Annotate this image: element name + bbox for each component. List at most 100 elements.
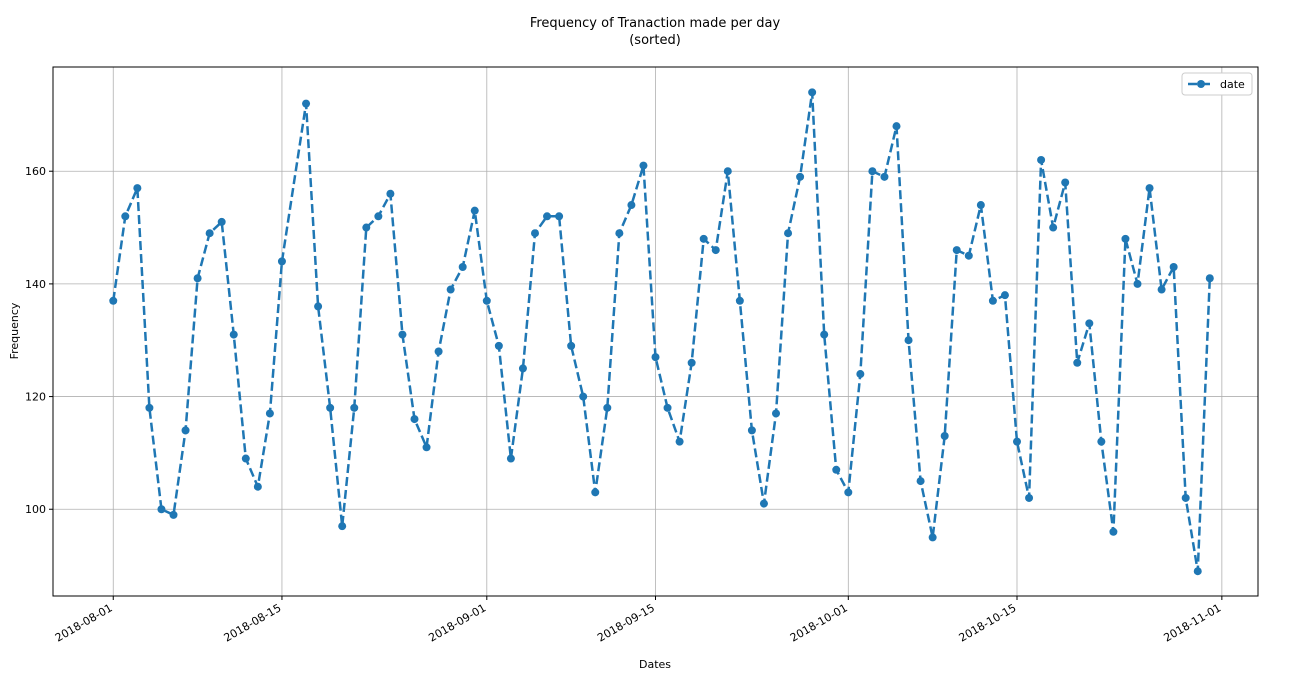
data-point — [747, 426, 756, 435]
data-point — [1121, 234, 1130, 243]
data-point — [1049, 223, 1058, 232]
x-tick-label: 2018-08-01 — [53, 601, 115, 644]
data-point — [1085, 319, 1094, 328]
data-point — [651, 353, 660, 362]
data-point — [1061, 178, 1070, 187]
x-tick-label: 2018-09-15 — [595, 601, 657, 644]
x-axis-label: Dates — [639, 658, 671, 671]
data-point — [133, 184, 142, 193]
data-point — [784, 229, 793, 238]
data-point — [1037, 155, 1046, 164]
data-point — [410, 415, 419, 424]
data-point — [458, 262, 467, 271]
data-point — [663, 403, 672, 412]
data-point — [627, 201, 636, 210]
data-point — [145, 403, 154, 412]
data-point — [687, 358, 696, 367]
data-point — [157, 505, 166, 514]
legend-marker — [1197, 80, 1205, 88]
legend-label: date — [1220, 78, 1245, 91]
data-point — [603, 403, 612, 412]
data-point — [928, 533, 937, 542]
data-point — [543, 212, 552, 221]
x-tick-label: 2018-10-15 — [957, 601, 1019, 644]
data-point — [1000, 291, 1009, 300]
data-point — [1133, 279, 1142, 288]
legend-frame — [1181, 72, 1253, 96]
data-point — [675, 437, 684, 446]
data-point — [1145, 184, 1154, 193]
y-tick-label: 100 — [25, 503, 46, 516]
x-tick-label: 2018-11-01 — [1161, 601, 1223, 644]
data-point — [820, 330, 829, 339]
data-point — [723, 167, 732, 176]
data-point — [796, 172, 805, 181]
data-point — [832, 465, 841, 474]
data-point — [314, 302, 323, 311]
data-point — [302, 99, 311, 108]
data-point — [181, 426, 190, 435]
data-point — [109, 296, 118, 305]
data-point — [277, 257, 286, 266]
data-point — [615, 229, 624, 238]
data-point — [916, 477, 925, 486]
y-tick-label: 140 — [25, 278, 46, 291]
data-point — [1181, 493, 1190, 502]
data-point — [1025, 493, 1034, 502]
data-point — [482, 296, 491, 305]
data-point — [506, 454, 515, 463]
data-point — [1157, 285, 1166, 294]
data-point — [808, 88, 817, 97]
data-point — [326, 403, 335, 412]
x-tick-label: 2018-08-15 — [222, 601, 284, 644]
data-point — [844, 488, 853, 497]
data-point — [374, 212, 383, 221]
y-tick-label: 160 — [25, 165, 46, 178]
data-point — [241, 454, 250, 463]
data-point — [362, 223, 371, 232]
data-point — [1073, 358, 1082, 367]
data-point — [591, 488, 600, 497]
y-axis-label: Frequency — [8, 302, 21, 359]
data-point — [699, 234, 708, 243]
data-point — [518, 364, 527, 373]
data-point — [253, 482, 262, 491]
data-point — [1013, 437, 1021, 446]
data-point — [759, 499, 768, 508]
legend: date — [1181, 72, 1253, 96]
data-point — [952, 246, 961, 255]
chart-subtitle: (sorted) — [629, 33, 681, 48]
data-point — [639, 161, 648, 170]
data-point — [434, 347, 443, 356]
data-point — [1193, 567, 1202, 576]
data-point — [1097, 437, 1106, 446]
data-point — [579, 392, 588, 401]
data-point — [735, 296, 744, 305]
data-point — [1205, 274, 1214, 283]
data-point — [856, 370, 865, 379]
data-point — [711, 246, 720, 255]
data-point — [265, 409, 274, 418]
data-point — [988, 296, 997, 305]
x-tick-label: 2018-10-01 — [788, 601, 850, 644]
data-point — [1109, 527, 1118, 536]
data-point — [217, 217, 226, 226]
data-point — [567, 341, 576, 350]
data-point — [121, 212, 130, 221]
data-point — [976, 201, 985, 210]
data-point — [350, 403, 359, 412]
data-line — [112, 92, 1212, 572]
y-tick-label: 120 — [25, 391, 46, 404]
data-point — [398, 330, 407, 339]
data-point — [386, 189, 395, 198]
x-tick-label: 2018-09-01 — [426, 601, 488, 644]
data-point — [880, 172, 889, 181]
data-point — [494, 341, 503, 350]
data-point — [555, 212, 564, 221]
data-point — [193, 274, 202, 283]
data-point — [940, 432, 949, 441]
data-point — [229, 330, 238, 339]
data-point — [531, 229, 539, 238]
data-point — [205, 229, 214, 238]
